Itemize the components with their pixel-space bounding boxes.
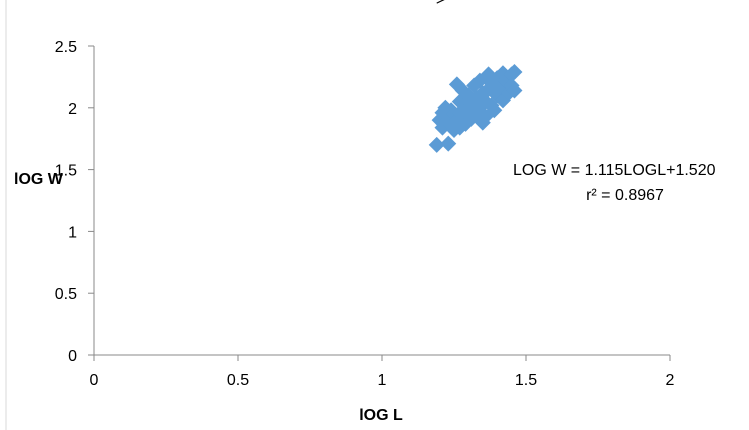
y-tick-label: 0 <box>68 348 77 365</box>
y-axis-ticks: 0 0.5 1 1.5 2 2.5 <box>55 39 94 365</box>
x-tick-label: 1 <box>378 372 387 389</box>
axes <box>93 46 670 356</box>
r-squared-label: r² = 0.8967 <box>586 187 664 204</box>
x-tick-label: 0 <box>90 372 99 389</box>
x-tick-label: 2 <box>666 372 675 389</box>
x-tick-label: 1.5 <box>515 372 537 389</box>
y-tick-label: 1.5 <box>55 163 77 180</box>
data-point <box>506 63 523 80</box>
y-tick-label: 1 <box>68 224 77 241</box>
y-tick-label: 2.5 <box>55 39 77 56</box>
y-tick-label: 2 <box>68 101 77 118</box>
y-axis-title: lOG W <box>14 171 64 188</box>
data-point <box>446 122 462 139</box>
data-point <box>428 136 445 153</box>
y-tick-label: 0.5 <box>55 286 77 303</box>
data-point <box>497 72 514 89</box>
x-tick-label: 0.5 <box>227 372 249 389</box>
x-axis-title: lOG L <box>359 407 403 424</box>
data-points <box>428 63 523 153</box>
data-point <box>440 135 457 152</box>
x-axis-ticks: 0 0.5 1 1.5 2 <box>90 355 675 389</box>
data-point <box>486 102 503 119</box>
data-point <box>506 82 523 99</box>
trendline-equation: LOG W = 1.115LOGL+1.520 <box>513 162 716 179</box>
